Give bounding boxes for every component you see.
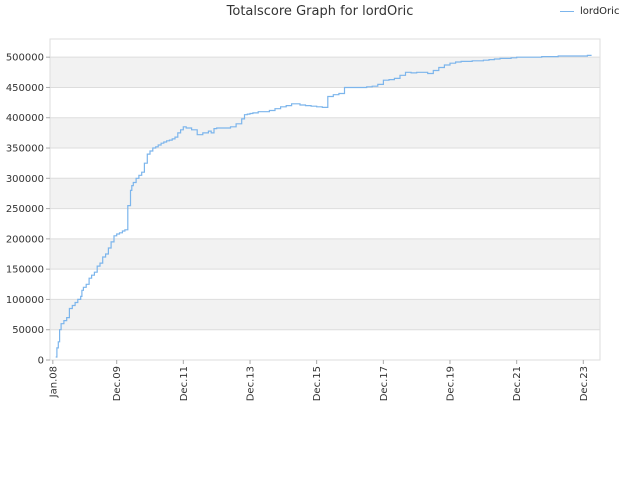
plot-band	[50, 299, 600, 330]
plot-band	[50, 117, 600, 149]
y-tick-label: 50000	[12, 325, 44, 336]
y-tick-label: 350000	[6, 144, 44, 155]
y-tick-label: 500000	[6, 53, 44, 64]
x-tick-label: Dec.23	[579, 366, 590, 401]
legend-label: lordOric	[580, 6, 620, 17]
x-tick-label: Dec.21	[512, 366, 523, 401]
plot-border	[49, 38, 601, 361]
x-tick-label: Dec.17	[379, 366, 390, 401]
y-axis: 0 50000 100000 150000 200000 250000 300000 3500…	[6, 53, 50, 367]
x-axis: Jan.08 Dec.09 Dec.11 Dec.13 Dec.15 Dec.17 Dec.…	[48, 360, 590, 401]
legend-line-icon	[560, 11, 574, 12]
plot-bands	[50, 57, 600, 330]
plot-frame	[49, 38, 601, 361]
x-tick-label: Dec.13	[246, 366, 257, 401]
y-tick-label: 250000	[6, 204, 44, 215]
y-tick-label: 200000	[6, 234, 44, 245]
legend[interactable]: lordOric	[560, 6, 619, 17]
x-tick-label: Dec.09	[112, 366, 123, 401]
x-tick-label: Dec.15	[312, 366, 323, 401]
grid-lines	[50, 56, 600, 361]
plot-band	[50, 57, 600, 88]
y-tick-label: 400000	[6, 113, 44, 124]
y-tick-label: 150000	[6, 265, 44, 276]
plot-band	[50, 238, 600, 270]
y-tick-label: 0	[38, 356, 44, 367]
y-tick-label: 100000	[6, 295, 44, 306]
chart-title: Totalscore Graph for lordOric	[226, 4, 414, 19]
y-tick-label: 450000	[6, 83, 44, 94]
x-tick-label: Dec.11	[179, 366, 190, 401]
series-group	[55, 54, 592, 358]
series-line-lordOric	[55, 54, 592, 358]
x-tick-label: Jan.08	[48, 366, 59, 398]
plot-band	[50, 178, 600, 209]
x-tick-label: Dec.19	[445, 366, 456, 401]
y-tick-label: 300000	[6, 174, 44, 185]
